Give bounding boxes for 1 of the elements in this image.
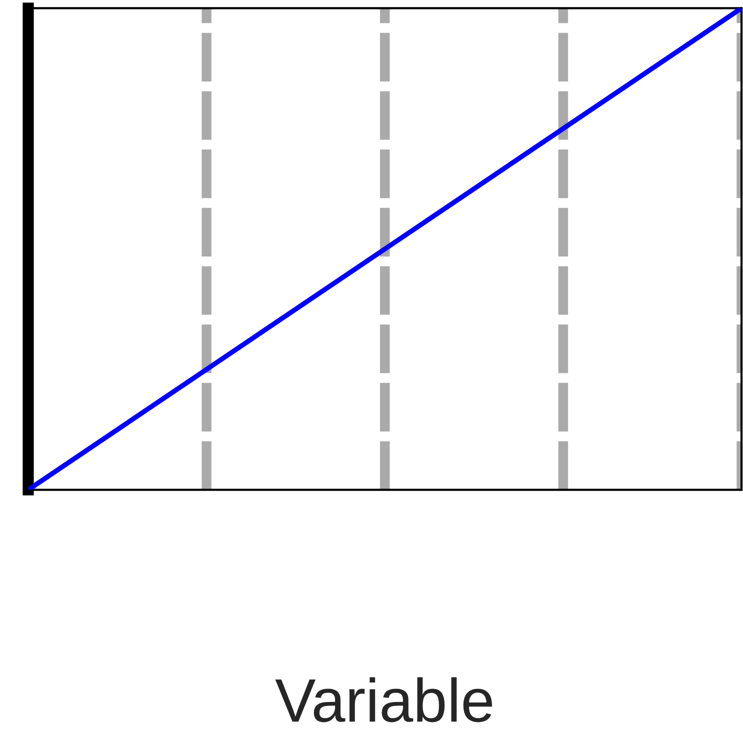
x-axis-title: Variable: [275, 677, 492, 722]
